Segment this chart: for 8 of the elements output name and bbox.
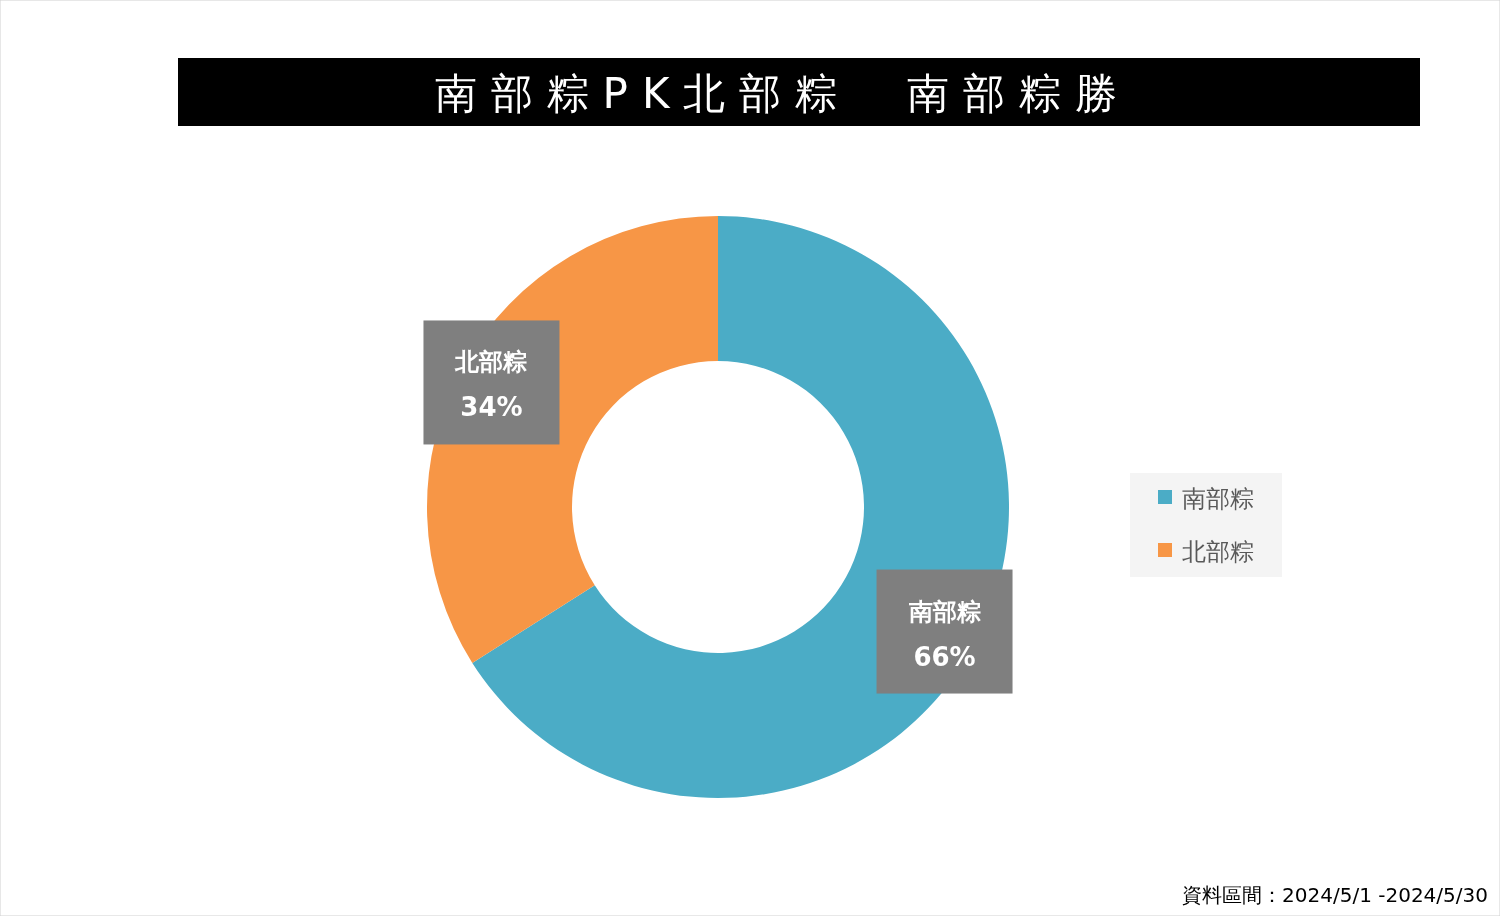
slice-label: 南部粽 <box>907 597 981 626</box>
text: 資料區間：2024/5/1 -2024/5/30 <box>1182 883 1488 907</box>
data-label: 66% <box>913 641 976 672</box>
data-label: 34% <box>460 392 523 423</box>
legend-label: 北部粽 <box>1182 538 1254 566</box>
legend-label: 南部粽 <box>1182 485 1254 513</box>
slice-label: 北部粽 <box>454 348 528 377</box>
chart-title: 南部粽PK北部粽 南部粽勝 <box>434 69 1132 118</box>
